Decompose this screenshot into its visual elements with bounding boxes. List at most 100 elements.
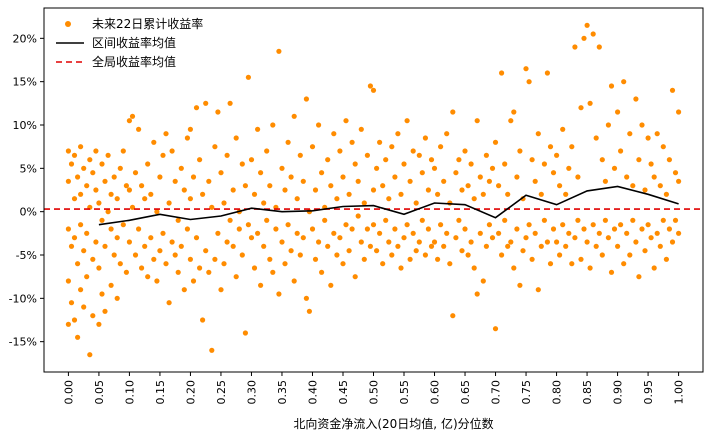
scatter-point (148, 191, 154, 197)
scatter-point (438, 222, 444, 228)
scatter-point (267, 183, 273, 189)
scatter-point (154, 278, 160, 284)
scatter-point (126, 239, 132, 245)
scatter-point (557, 252, 563, 258)
scatter-point (288, 248, 294, 254)
scatter-point (233, 274, 239, 280)
scatter-point (389, 252, 395, 258)
scatter-point (621, 261, 627, 267)
scatter-point (374, 165, 380, 171)
scatter-point (361, 200, 367, 206)
scatter-point (273, 226, 279, 232)
x-tick-label: 0.55 (398, 380, 411, 405)
scatter-point (627, 131, 633, 137)
scatter-point (550, 226, 557, 232)
scatter-point (96, 200, 102, 206)
scatter-point (618, 148, 624, 154)
scatter-point (590, 222, 596, 228)
scatter-point (163, 261, 169, 267)
x-tick-label: 1.00 (673, 380, 686, 405)
scatter-point (142, 243, 148, 249)
scatter-point (575, 217, 581, 223)
scatter-point (340, 174, 346, 180)
scatter-point (325, 243, 331, 249)
scatter-point (474, 118, 480, 124)
scatter-point (541, 217, 548, 223)
scatter-point (264, 148, 270, 154)
scatter-point (380, 183, 386, 189)
scatter-point (68, 243, 75, 249)
scatter-point (75, 261, 81, 267)
scatter-point (312, 256, 319, 262)
scatter-point (621, 79, 627, 85)
scatter-point (349, 139, 355, 145)
x-tick-label: 0.90 (612, 380, 625, 405)
scatter-point (508, 118, 514, 124)
scatter-point (389, 144, 395, 150)
scatter-point (364, 152, 370, 158)
scatter-point (187, 196, 193, 202)
scatter-point (575, 174, 581, 180)
scatter-point (212, 144, 218, 150)
interval-mean-layer (98, 185, 679, 226)
scatter-point (474, 291, 480, 297)
scatter-point (419, 217, 425, 223)
scatter-point (676, 109, 682, 115)
scatter-point (483, 243, 489, 249)
scatter-point (416, 152, 422, 158)
scatter-point (346, 248, 352, 254)
scatter-point (431, 239, 438, 245)
scatter-point (209, 347, 215, 353)
scatter-point (611, 226, 618, 232)
x-axis: 0.00 0.05 0.10 0.15 0.20 0.25 0.30 0.35 0.40 0.45… (62, 372, 686, 405)
scatter-point (569, 144, 575, 150)
scatter-point (84, 230, 90, 236)
scatter-point (608, 83, 615, 89)
scatter-point (676, 178, 682, 184)
scatter-point (68, 300, 75, 306)
scatter-point (181, 287, 187, 293)
scatter-point (398, 265, 404, 271)
scatter-point (306, 308, 312, 314)
scatter-point (611, 165, 618, 171)
scatter-point (123, 183, 129, 189)
scatter-point (517, 148, 523, 154)
scatter-point (303, 96, 309, 102)
interval-mean-line (98, 185, 679, 226)
scatter-point (560, 126, 566, 132)
scatter-point (245, 74, 251, 80)
scatter-point (303, 295, 309, 301)
scatter-point (566, 230, 572, 236)
scatter-point (193, 105, 200, 111)
scatter-point (300, 178, 306, 184)
scatter-point (71, 235, 78, 241)
scatter-point (413, 200, 419, 206)
scatter-point (114, 196, 120, 202)
scatter-point (471, 265, 477, 271)
scatter-point (248, 157, 255, 163)
y-tick-label: 15% (13, 76, 37, 89)
scatter-point (102, 308, 108, 314)
scatter-point (554, 152, 560, 158)
y-tick-label: -5% (16, 249, 37, 262)
scatter-point (129, 113, 136, 119)
scatter-point (291, 278, 297, 284)
scatter-point (355, 213, 361, 219)
scatter-point (666, 226, 673, 232)
scatter-point (75, 174, 81, 180)
scatter-point (151, 139, 157, 145)
scatter-point (65, 226, 71, 232)
scatter-point (136, 226, 142, 232)
scatter-point (386, 196, 392, 202)
scatter-point (93, 148, 99, 154)
scatter-point (102, 243, 108, 249)
scatter-point (358, 126, 364, 132)
scatter-point (367, 243, 373, 249)
x-tick-label: 0.00 (62, 380, 75, 405)
x-tick-label: 0.10 (123, 380, 136, 405)
scatter-point (203, 248, 209, 254)
scatter-point (270, 122, 276, 128)
scatter-point (453, 235, 459, 241)
